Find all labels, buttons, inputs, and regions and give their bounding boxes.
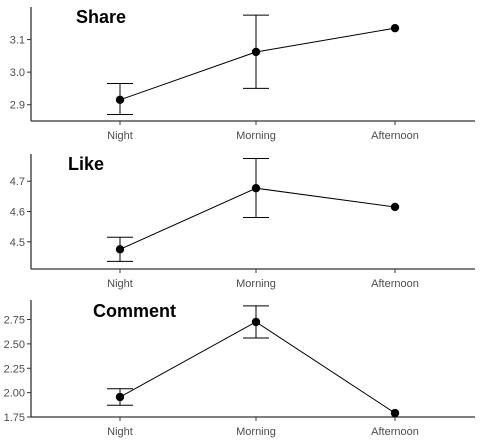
data-point	[251, 183, 261, 193]
data-point	[390, 23, 400, 33]
x-tick-label: Night	[107, 426, 133, 438]
data-point	[251, 317, 261, 327]
panel-title: Share	[76, 7, 126, 27]
data-point	[115, 245, 125, 254]
data-point	[115, 95, 125, 105]
y-tick-label: 2.9	[10, 100, 25, 112]
y-tick-label: 3.1	[10, 35, 25, 47]
y-tick-label: 4.6	[10, 207, 25, 219]
y-tick-label: 4.7	[10, 176, 25, 188]
x-tick-label: Night	[107, 130, 133, 142]
series-line	[119, 321, 396, 414]
x-tick-label: Morning	[236, 278, 276, 290]
x-tick-label: Afternoon	[371, 130, 419, 142]
y-tick-label: 4.5	[10, 237, 25, 249]
panel-like: 4.5 4.6 4.7 Night Morning Afternoon Like	[10, 154, 475, 290]
y-tick-label: 3.0	[10, 67, 25, 79]
y-tick-label: 2.75	[4, 315, 25, 327]
x-tick-label: Night	[107, 278, 133, 290]
data-point	[390, 408, 400, 418]
data-point	[115, 392, 125, 402]
series-line	[119, 27, 396, 101]
x-tick-label: Afternoon	[371, 426, 419, 438]
y-tick-label: 2.25	[4, 363, 25, 375]
y-tick-label: 2.50	[4, 339, 25, 351]
panel-comment: 1.75 2.00 2.25 2.50 2.75 Night Morning Afternoo…	[4, 300, 475, 438]
x-tick-label: Afternoon	[371, 278, 419, 290]
panel-title: Comment	[93, 301, 176, 321]
y-tick-label: 2.00	[4, 388, 25, 400]
panel-title: Like	[68, 154, 104, 174]
panel-share: 2.9 3.0 3.1 Night Morning Afternoon Share	[10, 7, 475, 142]
x-tick-label: Morning	[236, 130, 276, 142]
series-line	[119, 187, 396, 250]
y-tick-label: 1.75	[4, 412, 25, 424]
x-tick-label: Morning	[236, 426, 276, 438]
data-point	[390, 202, 400, 212]
data-point	[251, 47, 261, 57]
